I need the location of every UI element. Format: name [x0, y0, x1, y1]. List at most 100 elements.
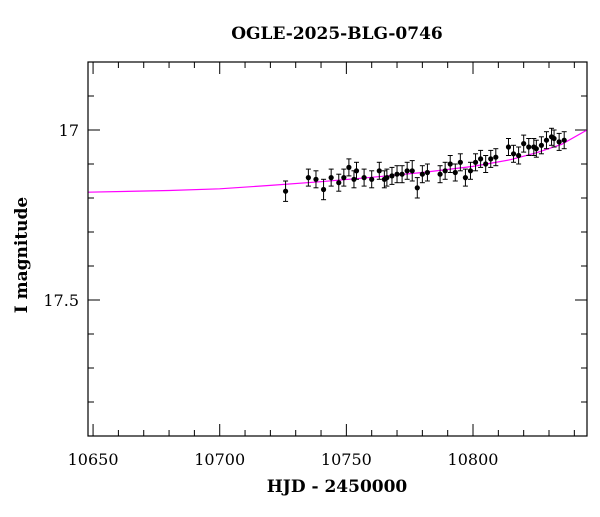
- point-marker: [320, 186, 327, 193]
- point-marker: [336, 180, 342, 186]
- data-point: [447, 155, 453, 173]
- data-points-layer: [282, 127, 567, 202]
- point-marker: [414, 185, 420, 191]
- point-marker: [313, 176, 319, 182]
- point-marker: [346, 164, 352, 170]
- data-point: [353, 161, 360, 180]
- point-marker: [404, 168, 410, 174]
- point-marker: [376, 168, 382, 174]
- data-point: [442, 161, 448, 180]
- data-point: [361, 168, 367, 187]
- data-point: [369, 170, 375, 189]
- x-tick-label: 10700: [194, 450, 245, 469]
- data-point: [419, 165, 425, 184]
- data-point: [505, 138, 512, 156]
- point-marker: [361, 175, 367, 181]
- data-point: [414, 177, 420, 199]
- data-point: [543, 131, 550, 150]
- point-marker: [437, 171, 443, 177]
- point-marker: [516, 152, 522, 159]
- data-point: [510, 144, 517, 163]
- point-marker: [353, 168, 360, 174]
- data-point: [483, 155, 489, 173]
- data-point: [533, 139, 539, 158]
- point-marker: [452, 169, 458, 176]
- point-marker: [457, 159, 463, 165]
- point-marker: [561, 137, 567, 143]
- point-marker: [305, 175, 311, 181]
- point-marker: [556, 139, 562, 145]
- data-point: [472, 153, 479, 172]
- data-point: [409, 160, 415, 182]
- data-point: [457, 153, 463, 172]
- point-marker: [341, 175, 347, 181]
- point-marker: [389, 173, 395, 179]
- point-marker: [328, 175, 334, 181]
- y-tick-label: 17: [59, 121, 79, 140]
- point-marker: [510, 151, 517, 157]
- point-marker: [551, 135, 557, 142]
- data-point: [394, 165, 400, 184]
- data-point: [478, 149, 484, 168]
- point-marker: [447, 161, 453, 167]
- data-point: [561, 131, 567, 150]
- data-point: [521, 134, 527, 153]
- point-marker: [399, 171, 405, 177]
- point-marker: [538, 142, 545, 148]
- point-marker: [483, 161, 489, 167]
- chart-title: OGLE-2025-BLG-0746: [231, 24, 443, 44]
- data-point: [424, 163, 431, 182]
- data-point: [516, 146, 522, 165]
- point-marker: [533, 146, 539, 152]
- point-marker: [424, 169, 431, 176]
- point-marker: [442, 168, 448, 174]
- point-marker: [543, 137, 550, 143]
- data-point: [328, 168, 334, 187]
- data-point: [493, 148, 499, 167]
- data-point: [551, 129, 557, 148]
- axis-ticks: 10650 10700 10750 10800 17 17.5: [43, 61, 587, 469]
- x-tick-label: 10800: [448, 450, 499, 469]
- data-point: [320, 178, 327, 201]
- y-tick-label: 17.5: [43, 291, 79, 310]
- point-marker: [394, 171, 400, 177]
- point-marker: [488, 156, 494, 162]
- point-marker: [521, 141, 527, 147]
- point-marker: [467, 168, 474, 174]
- data-point: [305, 168, 311, 187]
- data-point: [341, 168, 347, 187]
- data-point: [437, 165, 443, 184]
- data-point: [462, 168, 469, 187]
- point-marker: [282, 188, 289, 194]
- data-point: [538, 136, 545, 155]
- data-point: [389, 166, 395, 185]
- point-marker: [462, 175, 469, 181]
- data-point: [467, 161, 474, 180]
- data-point: [313, 170, 319, 189]
- data-point: [488, 149, 494, 168]
- y-axis-label: I magnitude: [12, 197, 32, 314]
- plot-frame: [87, 61, 588, 437]
- point-marker: [493, 154, 499, 160]
- point-marker: [472, 159, 479, 165]
- data-point: [336, 173, 342, 192]
- point-marker: [526, 144, 532, 150]
- data-point: [452, 163, 458, 182]
- point-marker: [384, 175, 390, 181]
- point-marker: [478, 156, 484, 162]
- data-point: [526, 138, 532, 156]
- data-point: [399, 165, 405, 184]
- data-point: [384, 168, 390, 187]
- data-point: [346, 158, 352, 177]
- data-point: [404, 161, 410, 180]
- x-axis-label: HJD - 2450000: [267, 477, 408, 497]
- point-marker: [351, 176, 357, 182]
- point-marker: [505, 144, 512, 150]
- data-point: [556, 132, 562, 151]
- data-point: [282, 180, 289, 202]
- x-tick-label: 10750: [321, 450, 372, 469]
- x-tick-label: 10650: [68, 450, 119, 469]
- point-marker: [409, 168, 415, 174]
- data-point: [376, 161, 382, 180]
